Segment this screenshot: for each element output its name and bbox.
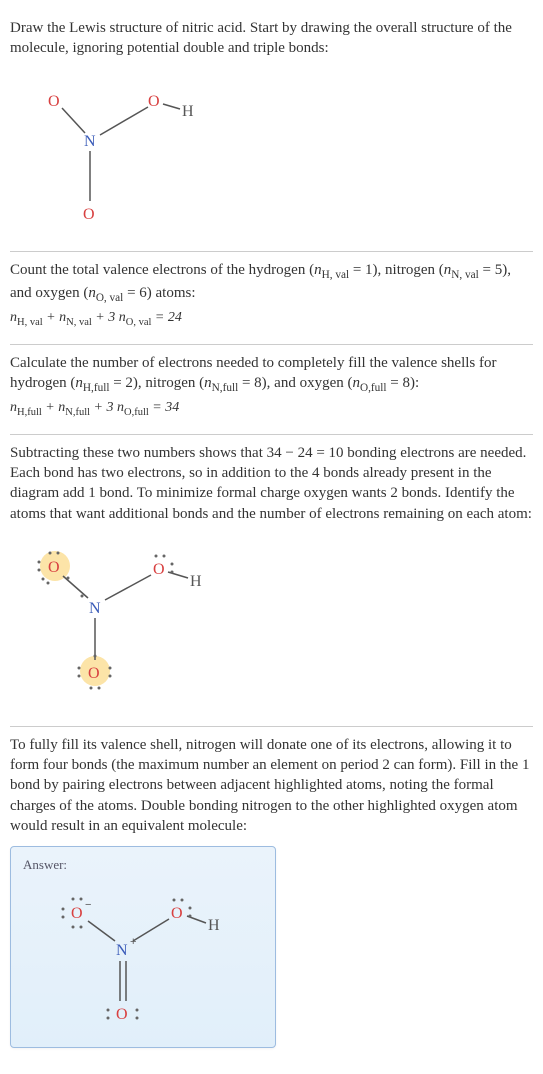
txt: = 8):: [387, 375, 420, 391]
atom-H: H: [208, 917, 220, 934]
charge-plus: +: [130, 936, 136, 948]
sub: O, val: [96, 292, 124, 304]
atom-O3: O: [116, 1006, 128, 1023]
atom-O2: O: [153, 561, 165, 578]
molecule-svg-1: O O H N O: [10, 71, 210, 231]
molecule-svg-2: O O H N O: [10, 536, 230, 706]
atom-O2: O: [171, 905, 183, 922]
diagram-skeleton: O O H N O: [10, 71, 533, 231]
answer-text: To fully fill its valence shell, nitroge…: [10, 735, 533, 836]
atom-H: H: [190, 573, 202, 590]
atom-O-bottom: O: [83, 206, 95, 223]
valence-formula: nH, val + nN, val + 3 nO, val = 24: [10, 310, 533, 328]
bond: [163, 104, 180, 109]
valence-text: Count the total valence electrons of the…: [10, 260, 533, 306]
answer-box: Answer: O − O H N + O: [10, 846, 276, 1048]
txt: = 6) atoms:: [123, 285, 195, 301]
section-intro: Draw the Lewis structure of nitric acid.…: [10, 10, 533, 252]
atom-O3: O: [88, 665, 100, 682]
bonding-text: Subtracting these two numbers shows that…: [10, 443, 533, 524]
section-full-count: Calculate the number of electrons needed…: [10, 345, 533, 435]
diagram-answer: O − O H N + O: [23, 881, 263, 1031]
molecule-svg-3: O − O H N + O: [23, 881, 243, 1031]
full-formula: nH,full + nN,full + 3 nO,full = 34: [10, 400, 533, 418]
txt: = 1), nitrogen (: [349, 262, 444, 278]
atom-N: N: [116, 942, 128, 959]
section-bonding: Subtracting these two numbers shows that…: [10, 435, 533, 727]
bond: [88, 921, 115, 941]
atom-O1: O: [71, 905, 83, 922]
single-e-N: [81, 594, 84, 597]
bond: [63, 576, 88, 598]
sub: N, val: [451, 269, 479, 281]
bond: [133, 919, 169, 941]
bond: [100, 107, 148, 135]
bond: [62, 108, 85, 133]
section-valence-count: Count the total valence electrons of the…: [10, 252, 533, 345]
answer-label: Answer:: [23, 857, 263, 873]
atom-O1: O: [48, 559, 60, 576]
atom-O-top-right: O: [148, 93, 160, 110]
charge-minus: −: [85, 899, 91, 911]
atom-O-top-left: O: [48, 93, 60, 110]
txt: = 2), nitrogen (: [109, 375, 204, 391]
section-answer: To fully fill its valence shell, nitroge…: [10, 727, 533, 1064]
bond: [105, 575, 151, 600]
intro-text: Draw the Lewis structure of nitric acid.…: [10, 18, 533, 59]
atom-H: H: [182, 103, 194, 120]
full-text: Calculate the number of electrons needed…: [10, 353, 533, 396]
txt: Count the total valence electrons of the…: [10, 262, 314, 278]
atom-N: N: [89, 600, 101, 617]
var: n: [88, 285, 96, 301]
var: n: [314, 262, 322, 278]
sub: H, val: [322, 269, 350, 281]
txt: = 8), and oxygen (: [238, 375, 352, 391]
diagram-lewis-partial: O O H N O: [10, 536, 533, 706]
atom-N: N: [84, 133, 96, 150]
